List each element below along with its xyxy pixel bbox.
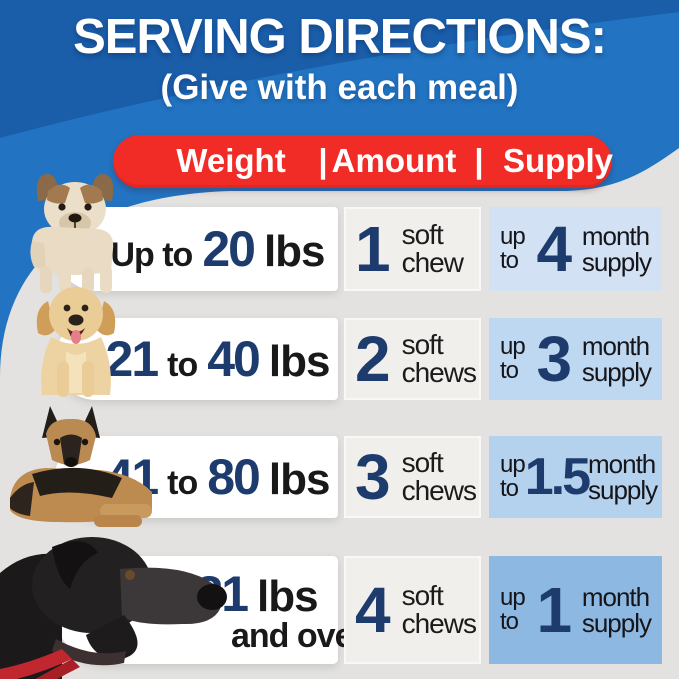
weight-to: to (167, 346, 198, 384)
page-subtitle: (Give with each meal) (160, 68, 519, 107)
supply-number: 3 (536, 323, 572, 395)
german-shepherd-photo (10, 406, 152, 527)
weight-unit: lbs (268, 455, 331, 504)
weight-unit: lbs (263, 227, 326, 276)
weight-prefix: Up to (110, 236, 193, 274)
supply-suffix-line2: supply (588, 475, 658, 505)
weight-text: Up to 20 lbs (97, 220, 338, 278)
table-header-bar: Weight | Amount | Supply (113, 135, 614, 188)
supply-suffix-line2: supply (581, 247, 652, 277)
dog-ear-icon (97, 301, 116, 336)
supply-prefix: up to (500, 584, 526, 635)
header-divider-icon: | (318, 141, 328, 179)
weight-number: 20 (202, 221, 256, 277)
amount-unit-line2: chew (401, 247, 464, 278)
supply-prefix-line1: up (500, 223, 526, 250)
header-supply-label: Supply (502, 141, 614, 179)
amount-unit: soft chews (401, 580, 477, 639)
page-title: SERVING DIRECTIONS: (73, 10, 607, 64)
red-leash-icon (35, 659, 80, 679)
header-weight-label: Weight (176, 141, 286, 179)
amount-unit: soft chew (401, 219, 464, 278)
amount-unit: soft chews (401, 447, 477, 506)
amount-cell: 2 soft chews (344, 318, 481, 400)
amount-unit-line1: soft (401, 580, 444, 611)
table-row: 81lbs and over 4 soft chews up to 1 mont… (0, 556, 679, 664)
supply-prefix-line2: to (500, 475, 519, 502)
blue-swoosh-band (0, 0, 679, 138)
weight-unit: lbs (257, 571, 319, 621)
weight-unit: lbs (268, 337, 331, 386)
red-leash-icon (0, 649, 72, 679)
amount-cell: 1 soft chew (344, 207, 481, 291)
supply-suffix-line1: month (588, 449, 656, 479)
supply-prefix: up to (500, 451, 526, 502)
supply-suffix-line2: supply (581, 357, 652, 387)
table-row: Up to 20 lbs 1 soft chew up to 4 month sup… (0, 207, 679, 291)
supply-suffix-line1: month (581, 582, 650, 612)
supply-cell: up to 3 month supply (489, 318, 662, 400)
french-bulldog-photo (30, 173, 114, 293)
supply-suffix: month supply (581, 331, 652, 387)
supply-prefix-line2: to (500, 608, 519, 635)
amount-unit-line2: chews (401, 608, 477, 639)
supply-suffix: month supply (588, 449, 658, 505)
amount-unit-line2: chews (401, 357, 477, 388)
weight-text: 21 to 40 lbs (97, 330, 338, 388)
supply-prefix: up to (500, 223, 526, 274)
amount-cell: 4 soft chews (344, 556, 481, 664)
supply-prefix-line1: up (500, 584, 526, 611)
supply-prefix-line1: up (500, 451, 526, 478)
amount-unit-line2: chews (401, 475, 477, 506)
weight-number: 80 (207, 449, 261, 505)
amount-unit-line1: soft (401, 219, 444, 250)
amount-number: 1 (355, 213, 391, 285)
amount-cell: 3 soft chews (344, 436, 481, 518)
supply-number: 1 (536, 574, 572, 646)
table-row: 21 to 40 lbs 2 soft chews up to 3 month sup… (0, 318, 679, 400)
supply-prefix-line2: to (500, 247, 519, 274)
weight-number: 21 (105, 331, 160, 387)
dog-ear-icon (52, 541, 98, 589)
dog-ear-icon (36, 301, 55, 336)
supply-suffix: month supply (581, 221, 652, 277)
golden-retriever-puppy-photo (36, 287, 116, 397)
amount-number: 2 (355, 323, 391, 395)
amount-number: 4 (355, 574, 391, 646)
supply-suffix-line1: month (581, 331, 650, 361)
supply-cell: up to 1.5 month supply (489, 436, 662, 518)
amount-number: 3 (355, 441, 391, 513)
supply-number: 4 (536, 213, 572, 285)
supply-number: 1.5 (524, 448, 591, 506)
amount-unit-line1: soft (401, 329, 444, 360)
great-dane-photo (0, 537, 227, 679)
supply-cell: up to 4 month supply (489, 207, 662, 291)
supply-suffix-line2: supply (581, 608, 652, 638)
header-amount-label: Amount (331, 141, 457, 179)
supply-suffix-line1: month (581, 221, 650, 251)
header-divider-icon: | (474, 141, 484, 179)
amount-unit: soft chews (401, 329, 477, 388)
supply-prefix: up to (500, 333, 526, 384)
weight-to: to (167, 464, 198, 502)
amount-unit-line1: soft (401, 447, 444, 478)
weight-text-line2: and over (231, 616, 366, 655)
weight-number: 40 (207, 331, 261, 387)
supply-cell: up to 1 month supply (489, 556, 662, 664)
supply-prefix-line1: up (500, 333, 526, 360)
supply-prefix-line2: to (500, 357, 519, 384)
supply-suffix: month supply (581, 582, 652, 638)
